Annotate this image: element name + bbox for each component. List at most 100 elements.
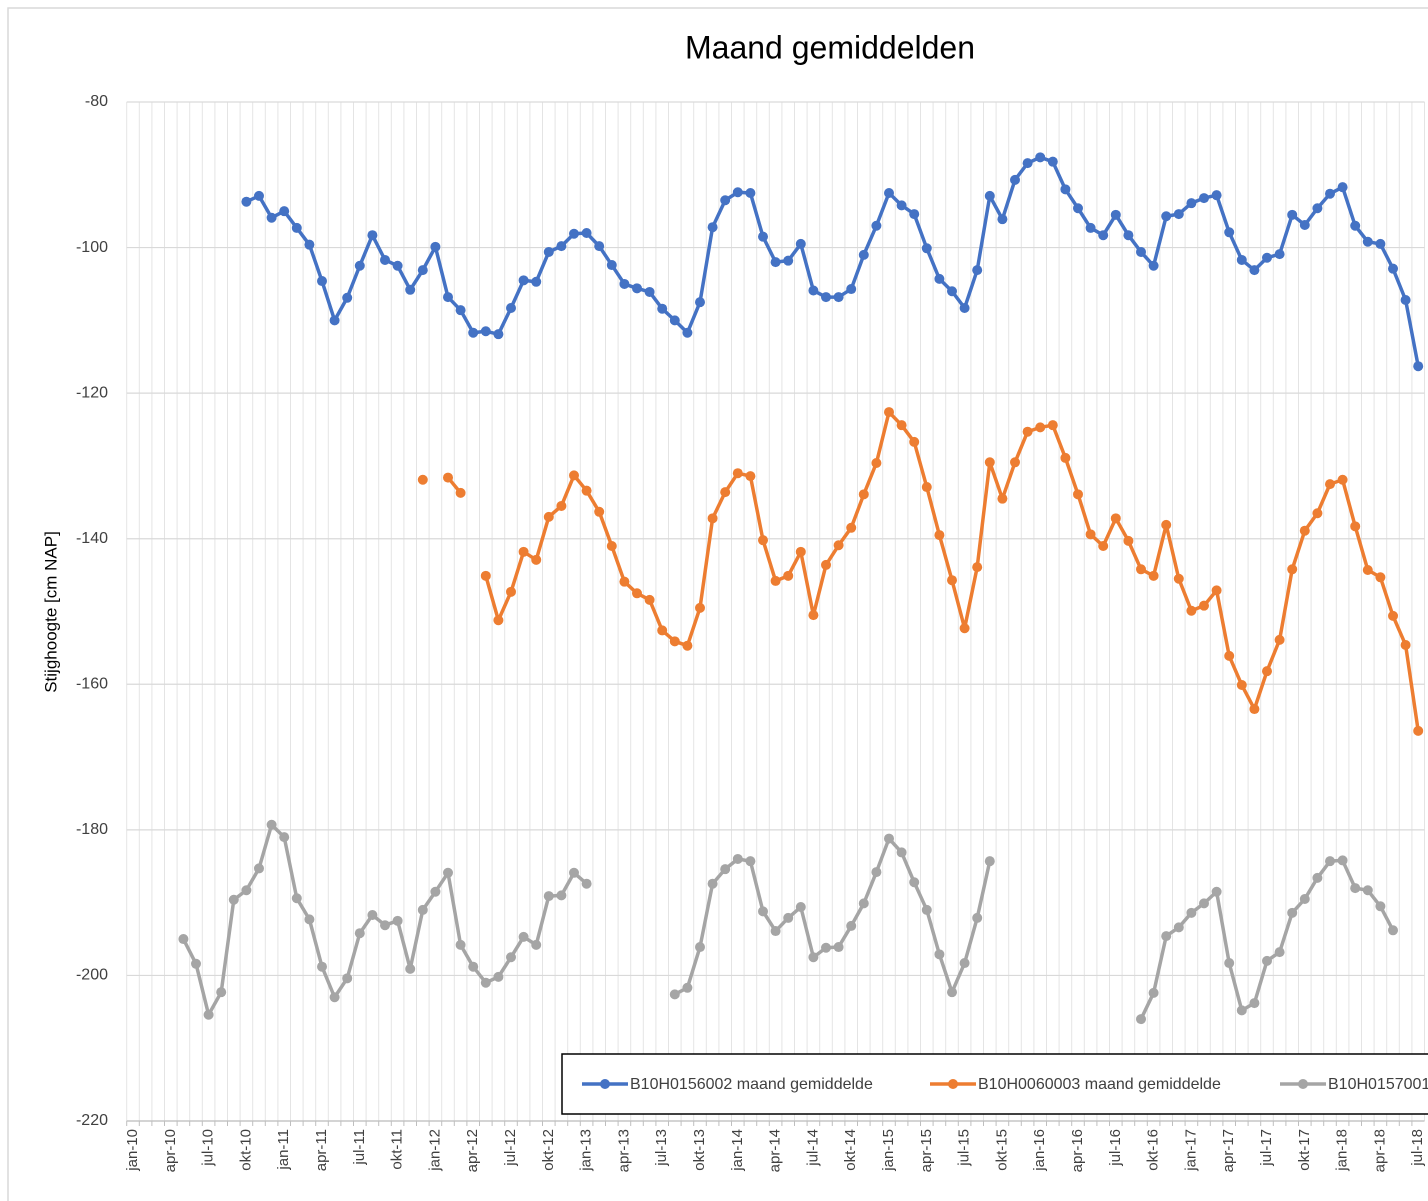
x-tick-label: jul-18 (1409, 1129, 1426, 1167)
data-point (795, 902, 806, 913)
data-point (808, 952, 819, 963)
x-tick-label: okt-13 (691, 1129, 708, 1171)
data-point (846, 284, 857, 295)
data-point (1211, 886, 1222, 897)
data-point (619, 278, 630, 289)
legend-marker (600, 1079, 610, 1089)
data-point (606, 260, 617, 271)
data-point (1123, 535, 1134, 546)
x-tick-label: okt-14 (842, 1129, 859, 1171)
x-tick-label: apr-11 (313, 1129, 330, 1171)
data-point (632, 283, 642, 294)
data-point (1186, 198, 1197, 209)
data-point (455, 487, 466, 498)
data-point (934, 530, 945, 541)
data-point (1098, 230, 1109, 241)
data-point (417, 265, 428, 276)
x-tick-label: jan-12 (426, 1129, 443, 1172)
data-point (203, 1009, 214, 1020)
data-point (695, 297, 705, 308)
data-point (669, 315, 680, 326)
data-point (1136, 564, 1146, 575)
data-point (795, 238, 806, 249)
data-point (506, 302, 516, 313)
data-point (682, 640, 693, 651)
data-point (770, 257, 781, 268)
data-point (1199, 898, 1209, 909)
x-tick-label: jul-16 (1107, 1129, 1124, 1167)
data-point (606, 540, 617, 551)
chart-border (7, 7, 1428, 1201)
data-point (1262, 955, 1272, 966)
data-point (1199, 600, 1209, 611)
data-point (506, 586, 516, 597)
data-point (329, 315, 340, 326)
x-tick-label: jul-17 (1258, 1129, 1275, 1167)
x-tick-label: jul-13 (653, 1129, 670, 1167)
y-tick-label: -200 (76, 967, 108, 984)
x-tick-label: okt-15 (993, 1129, 1010, 1171)
y-tick-label: -180 (76, 821, 108, 838)
data-point (1123, 230, 1134, 241)
data-point (1060, 452, 1071, 463)
data-point (1413, 725, 1424, 736)
data-point (354, 928, 365, 939)
data-point (1350, 521, 1361, 532)
data-point (443, 472, 453, 483)
data-point (493, 971, 504, 982)
data-point (304, 239, 315, 250)
x-tick-label: jan-16 (1031, 1129, 1048, 1172)
data-point (430, 886, 441, 897)
data-point (342, 292, 353, 303)
data-point (468, 961, 479, 972)
data-point (1262, 252, 1272, 263)
data-point (543, 246, 554, 257)
data-point (858, 489, 869, 500)
data-point (1047, 156, 1058, 167)
data-point (947, 987, 957, 998)
x-tick-label: okt-12 (540, 1129, 557, 1171)
data-point (795, 546, 806, 557)
data-point (808, 610, 819, 621)
data-point (644, 286, 655, 297)
data-point (1010, 174, 1020, 185)
data-point (1362, 885, 1373, 896)
data-point (707, 222, 718, 233)
data-point (1325, 479, 1335, 490)
data-point (997, 214, 1008, 225)
data-point (1375, 901, 1386, 912)
x-tick-label: apr-12 (464, 1129, 481, 1172)
data-point (972, 562, 983, 573)
data-point (1312, 872, 1323, 883)
data-point (1136, 246, 1146, 257)
data-point (1173, 922, 1184, 933)
data-point (291, 893, 302, 904)
data-point (821, 559, 831, 570)
data-point (1337, 182, 1348, 193)
data-point (921, 904, 932, 915)
data-point (1325, 188, 1335, 199)
data-point (1388, 925, 1398, 936)
data-point (871, 220, 882, 231)
data-point (707, 878, 718, 889)
x-tick-label: jul-15 (956, 1129, 973, 1167)
data-point (657, 625, 668, 636)
data-point (178, 934, 189, 945)
data-point (682, 327, 693, 338)
data-point (833, 292, 844, 303)
data-point (1337, 855, 1348, 866)
data-point (266, 212, 277, 223)
data-point (405, 963, 416, 974)
data-point (594, 506, 605, 517)
data-point (1136, 1014, 1146, 1025)
data-point (1073, 203, 1083, 214)
data-point (770, 926, 781, 937)
data-point (405, 284, 416, 295)
data-point (493, 329, 504, 340)
data-point (732, 468, 743, 479)
data-point (884, 833, 894, 844)
data-point (1413, 361, 1424, 372)
data-point (871, 867, 882, 878)
data-point (266, 819, 277, 830)
